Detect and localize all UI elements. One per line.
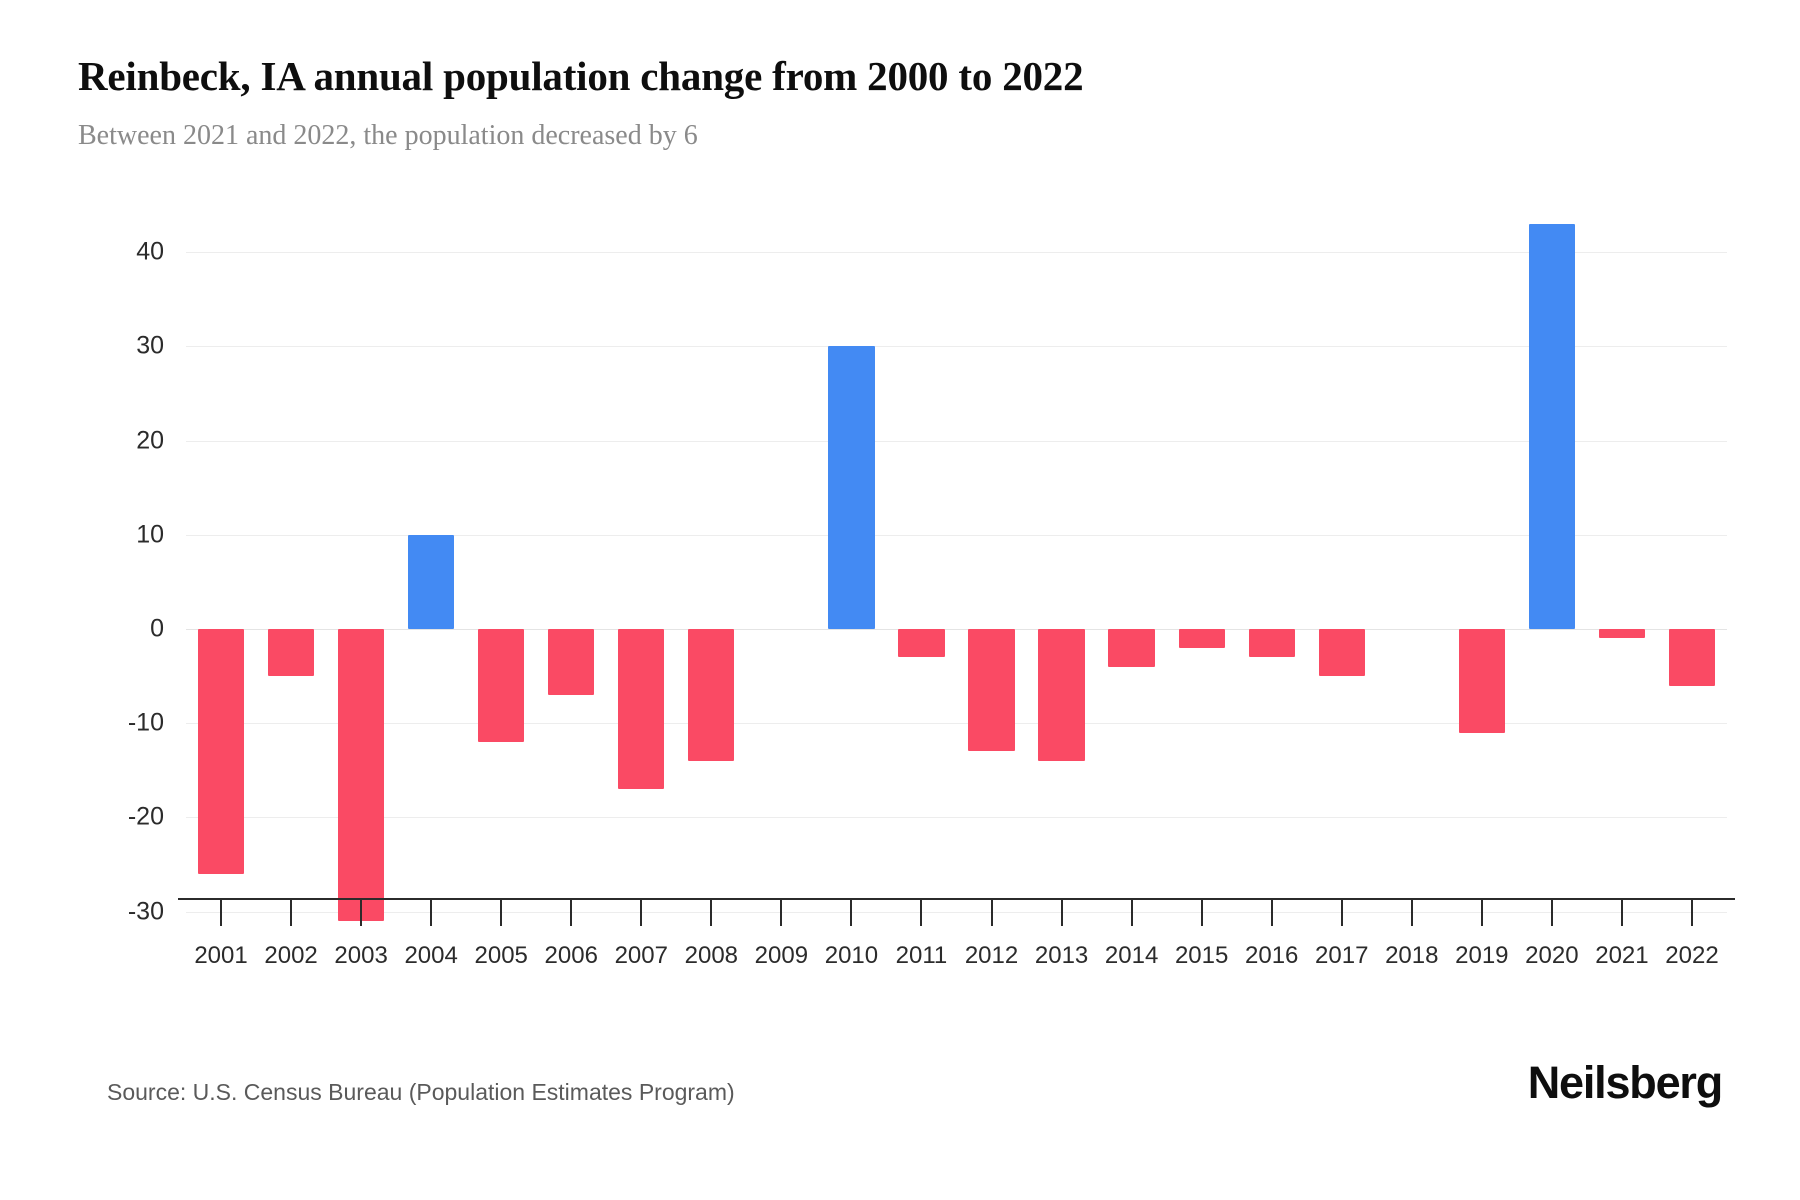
bar-2004[interactable] bbox=[408, 534, 455, 629]
x-tick-label-2015: 2015 bbox=[1174, 942, 1229, 969]
x-tick-label-2017: 2017 bbox=[1315, 942, 1369, 969]
gridline bbox=[186, 534, 1727, 536]
x-tick-mark bbox=[430, 898, 433, 926]
y-tick-label: 10 bbox=[136, 520, 164, 549]
x-tick-mark bbox=[1200, 898, 1203, 926]
bar-2001[interactable] bbox=[197, 629, 245, 874]
source-note: Source: U.S. Census Bureau (Population E… bbox=[107, 1079, 735, 1105]
x-tick-mark bbox=[220, 898, 223, 926]
x-tick-label-2008: 2008 bbox=[684, 942, 739, 969]
x-tick-mark bbox=[850, 898, 853, 926]
x-tick-mark bbox=[1480, 898, 1483, 926]
bar-2011[interactable] bbox=[898, 629, 945, 658]
x-tick-mark bbox=[1130, 898, 1133, 926]
gridline bbox=[186, 817, 1727, 819]
y-tick-label: -10 bbox=[127, 708, 164, 737]
brand-logo: Neilsberg bbox=[1527, 1057, 1723, 1108]
x-tick-label-2018: 2018 bbox=[1385, 942, 1439, 969]
x-tick-mark bbox=[500, 898, 503, 926]
x-tick-mark bbox=[1690, 898, 1693, 926]
bar-2010[interactable] bbox=[828, 346, 875, 629]
chart-subtitle: Between 2021 and 2022, the population de… bbox=[78, 120, 698, 152]
gridline bbox=[186, 440, 1727, 442]
x-tick-label-2005: 2005 bbox=[474, 942, 528, 969]
x-tick-mark bbox=[1410, 898, 1413, 926]
x-tick-mark bbox=[1340, 898, 1343, 926]
bar-2017[interactable] bbox=[1318, 629, 1365, 677]
bar-2012[interactable] bbox=[968, 629, 1015, 752]
x-tick-mark bbox=[780, 898, 783, 926]
bar-2002[interactable] bbox=[267, 629, 315, 677]
bar-2014[interactable] bbox=[1108, 629, 1155, 667]
x-axis-line bbox=[178, 898, 1735, 900]
bar-2007[interactable] bbox=[618, 629, 665, 790]
x-tick-label-2013: 2013 bbox=[1034, 942, 1089, 969]
x-tick-mark bbox=[990, 898, 993, 926]
x-tick-label-2022: 2022 bbox=[1665, 942, 1719, 969]
x-tick-label-2001: 2001 bbox=[194, 942, 248, 969]
bar-2003[interactable] bbox=[337, 629, 385, 922]
x-tick-mark bbox=[290, 898, 293, 926]
bar-2019[interactable] bbox=[1458, 629, 1505, 733]
bar-2022[interactable] bbox=[1668, 629, 1716, 686]
x-tick-label-2002: 2002 bbox=[264, 942, 318, 969]
y-tick-label: 20 bbox=[136, 426, 164, 455]
y-tick-label: 40 bbox=[136, 237, 164, 266]
x-tick-label-2010: 2010 bbox=[824, 942, 879, 969]
x-tick-mark bbox=[1550, 898, 1553, 926]
chart-header: Reinbeck, IA annual population change fr… bbox=[78, 52, 1718, 153]
page-title: Reinbeck, IA annual population change fr… bbox=[78, 53, 1084, 99]
x-tick-mark bbox=[570, 898, 573, 926]
x-tick-label-2014: 2014 bbox=[1104, 942, 1159, 969]
bar-2013[interactable] bbox=[1038, 629, 1085, 761]
y-tick-label: -30 bbox=[127, 897, 164, 926]
x-tick-mark bbox=[920, 898, 923, 926]
x-tick-label-2007: 2007 bbox=[614, 942, 668, 969]
x-tick-mark bbox=[1060, 898, 1063, 926]
y-tick-label: 30 bbox=[136, 331, 164, 360]
x-tick-label-2016: 2016 bbox=[1245, 942, 1299, 969]
x-tick-label-2019: 2019 bbox=[1455, 942, 1509, 969]
gridline bbox=[186, 252, 1727, 254]
bar-2021[interactable] bbox=[1598, 629, 1646, 639]
gridline bbox=[186, 911, 1727, 913]
x-tick-mark bbox=[1270, 898, 1273, 926]
x-tick-label-2006: 2006 bbox=[544, 942, 598, 969]
gridline bbox=[186, 723, 1727, 725]
x-tick-label-2012: 2012 bbox=[964, 942, 1019, 969]
bar-2005[interactable] bbox=[478, 629, 525, 743]
gridline bbox=[186, 346, 1727, 348]
x-tick-label-2021: 2021 bbox=[1595, 942, 1649, 969]
x-tick-label-2003: 2003 bbox=[334, 942, 388, 969]
y-tick-label: 0 bbox=[150, 614, 164, 643]
bar-2006[interactable] bbox=[548, 629, 595, 695]
bar-2008[interactable] bbox=[688, 629, 735, 761]
bar-2015[interactable] bbox=[1178, 629, 1225, 648]
x-tick-mark bbox=[710, 898, 713, 926]
zero-line bbox=[186, 629, 1727, 630]
x-tick-label-2011: 2011 bbox=[895, 942, 948, 969]
x-tick-mark bbox=[360, 898, 363, 926]
bar-2020[interactable] bbox=[1528, 223, 1575, 629]
bar-2016[interactable] bbox=[1248, 629, 1295, 658]
x-tick-mark bbox=[640, 898, 643, 926]
x-tick-label-2009: 2009 bbox=[754, 942, 809, 969]
x-tick-label-2020: 2020 bbox=[1525, 942, 1579, 969]
x-tick-mark bbox=[1620, 898, 1623, 926]
y-tick-label: -20 bbox=[127, 802, 164, 831]
x-tick-label-2004: 2004 bbox=[404, 942, 458, 969]
